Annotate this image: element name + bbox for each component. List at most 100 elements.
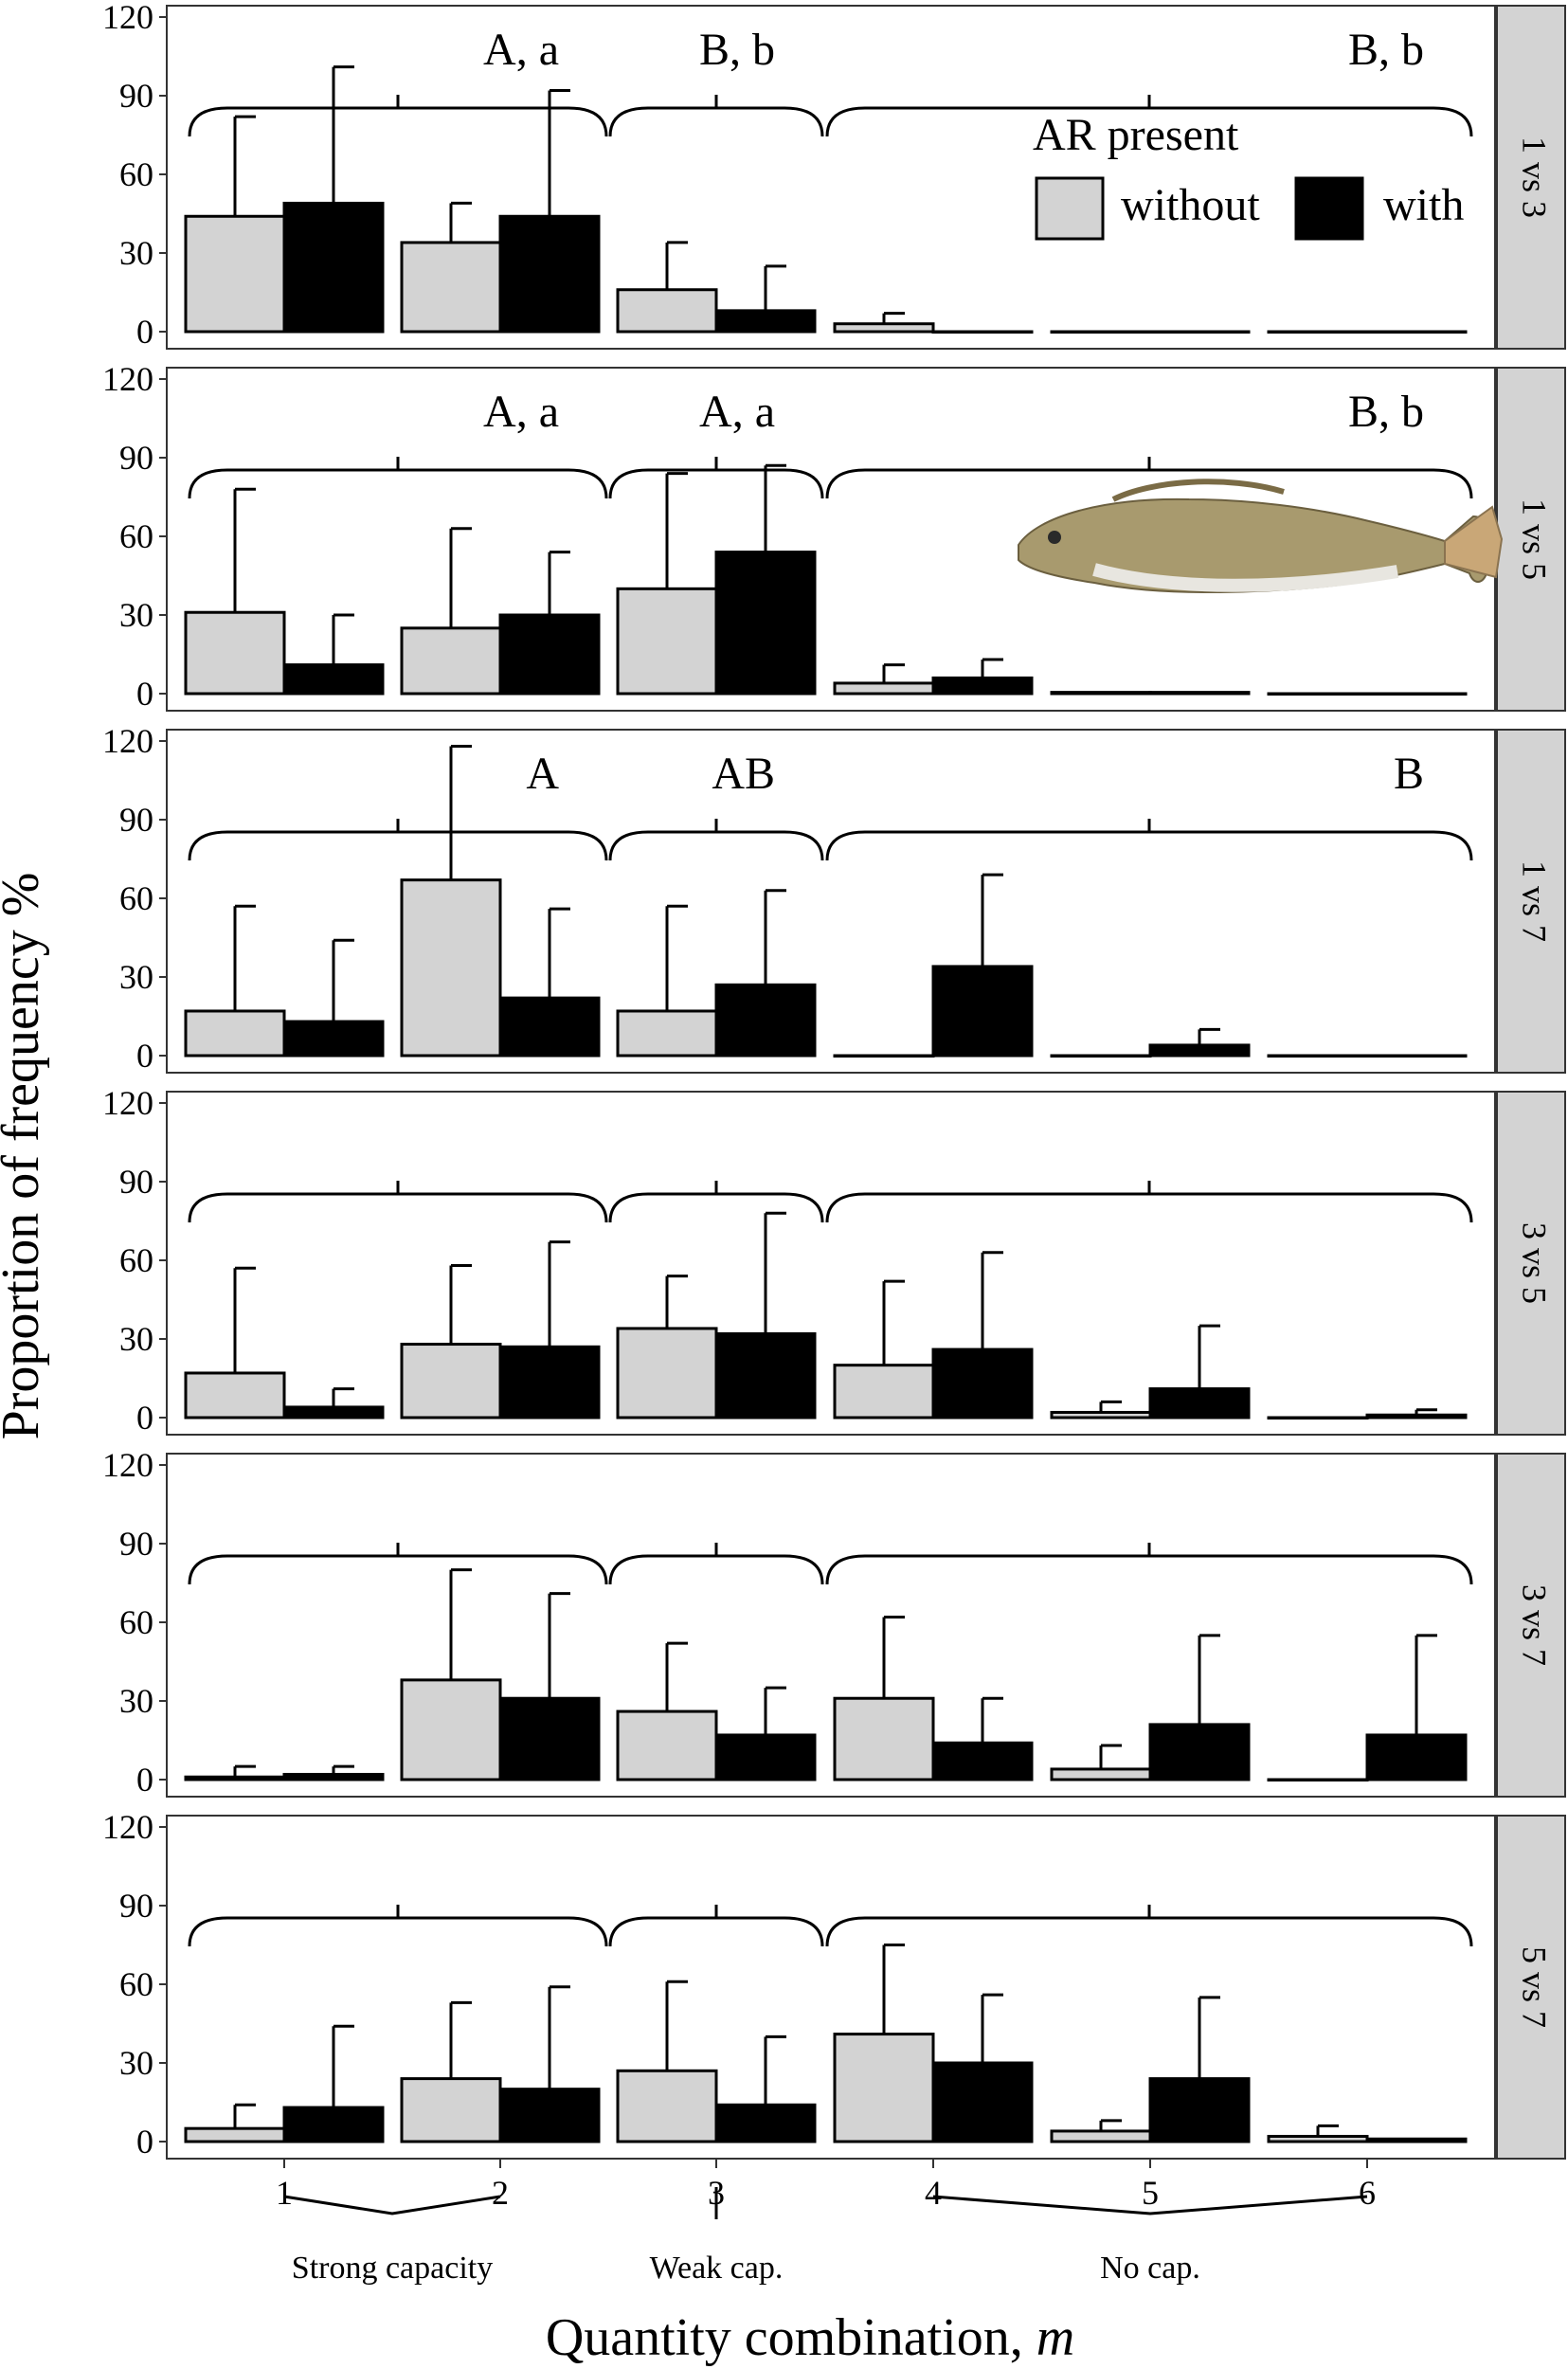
bar-without-1 (184, 1371, 286, 1420)
bar-with-2 (498, 613, 601, 696)
y-tick-label: 90 (119, 77, 153, 115)
bar-without-4 (833, 1364, 935, 1420)
panel-frame (166, 1453, 1496, 1798)
axis-labels: Proportion of frequency % Quantity combi… (0, 873, 1074, 2367)
y-tick-label: 120 (102, 0, 153, 36)
bar-without-4 (833, 681, 935, 696)
y-tick-label: 120 (102, 1808, 153, 1846)
bar-without-1 (184, 214, 286, 334)
y-tick-label: 30 (119, 1682, 153, 1720)
bar-with-5 (1148, 330, 1251, 334)
bar-without-4 (833, 322, 935, 334)
y-tick-label: 0 (136, 1761, 153, 1799)
bar-without-5 (1050, 691, 1152, 696)
y-tick-label: 0 (136, 1037, 153, 1075)
bar-without-3 (616, 288, 718, 334)
significance-label: A (526, 749, 559, 799)
y-tick-label: 120 (102, 722, 153, 760)
bar-with-4 (931, 1741, 1034, 1781)
y-tick-label: 60 (119, 1965, 153, 2003)
bar-without-2 (400, 241, 502, 334)
bar-with-3 (714, 2103, 817, 2143)
legend: AR present without with (1033, 110, 1464, 241)
capacity-label: Weak cap. (650, 2251, 784, 2286)
significance-label: B, b (699, 25, 775, 75)
bar-with-1 (282, 1405, 385, 1420)
facet-label: 3 vs 5 (1516, 1222, 1554, 1304)
y-axis-title: Proportion of frequency % (0, 873, 50, 1440)
bar-without-1 (184, 610, 286, 696)
y-tick-label: 30 (119, 958, 153, 996)
bar-with-3 (714, 551, 817, 696)
x-tick-label: 5 (1142, 2174, 1159, 2212)
bar-with-6 (1365, 330, 1468, 334)
panel-1-vs-5: 1 vs 5 0 30 60 90 120 A, a A, a B, b (102, 360, 1566, 713)
panel-frame (166, 1815, 1496, 2160)
bar-without-3 (616, 1327, 718, 1420)
x-axis-title: Quantity combination, m (546, 2308, 1074, 2367)
panel-frame (166, 5, 1496, 350)
facet-label: 3 vs 7 (1516, 1584, 1554, 1666)
y-tick-label: 90 (119, 439, 153, 477)
capacity-connector (283, 2195, 501, 2215)
bar-with-5 (1148, 1043, 1251, 1058)
y-tick-label: 60 (119, 155, 153, 193)
bar-with-2 (498, 2088, 601, 2143)
y-tick-label: 90 (119, 1887, 153, 1925)
bar-with-5 (1148, 691, 1251, 696)
panel-frame (166, 1091, 1496, 1436)
y-tick-label: 0 (136, 1399, 153, 1437)
bar-without-3 (616, 587, 718, 696)
bar-without-2 (400, 1343, 502, 1420)
facet-label: 5 vs 7 (1516, 1946, 1554, 2028)
bar-without-2 (400, 1678, 502, 1781)
significance-label: AB (712, 749, 775, 799)
bar-without-5 (1050, 1410, 1152, 1420)
bar-with-3 (714, 1331, 817, 1420)
x-tick-label: 2 (492, 2174, 509, 2212)
bar-with-3 (714, 1733, 817, 1781)
bar-with-2 (498, 214, 601, 334)
panel-3-vs-5: 3 vs 5 0 30 60 90 120 (102, 1084, 1566, 1437)
facet-strip (1496, 729, 1566, 1074)
y-tick-label: 90 (119, 1163, 153, 1201)
panel-frame (166, 729, 1496, 1074)
bar-with-6 (1365, 1733, 1468, 1781)
legend-swatch-without (1035, 176, 1105, 241)
significance-label: B, b (1348, 25, 1424, 75)
bar-without-5 (1050, 1054, 1152, 1058)
bar-with-1 (282, 663, 385, 696)
facet-strip (1496, 5, 1566, 350)
x-axis-title-variable: m (1036, 2308, 1074, 2367)
bar-without-1 (184, 1775, 286, 1781)
bar-without-6 (1267, 1054, 1369, 1058)
bar-with-4 (931, 676, 1034, 696)
y-tick-label: 120 (102, 360, 153, 398)
panel-3-vs-7: 3 vs 7 0 30 60 90 120 (102, 1446, 1566, 1799)
bar-with-6 (1365, 2137, 1468, 2143)
facet-label: 1 vs 7 (1516, 860, 1554, 942)
y-tick-label: 60 (119, 879, 153, 917)
facet-strip (1496, 1815, 1566, 2160)
y-tick-label: 30 (119, 596, 153, 634)
bar-with-1 (282, 1020, 385, 1058)
panel-1-vs-7: 1 vs 7 0 30 60 90 120 A AB B (102, 722, 1566, 1075)
legend-label-without: without (1121, 180, 1260, 230)
facet-strip (1496, 1091, 1566, 1436)
bar-with-1 (282, 2106, 385, 2143)
bar-without-6 (1267, 330, 1369, 334)
facet-strip (1496, 367, 1566, 712)
bar-without-4 (833, 1054, 935, 1058)
bar-without-3 (616, 2069, 718, 2143)
bar-with-4 (931, 330, 1034, 334)
x-axis-title-text: Quantity combination, (546, 2308, 1036, 2367)
bar-with-5 (1148, 1723, 1251, 1781)
bar-with-3 (714, 983, 817, 1058)
significance-label: A, a (483, 387, 559, 437)
y-tick-label: 30 (119, 234, 153, 272)
bar-without-2 (400, 878, 502, 1058)
legend-title: AR present (1033, 110, 1239, 160)
significance-label: A, a (483, 25, 559, 75)
bar-with-5 (1148, 1387, 1251, 1420)
